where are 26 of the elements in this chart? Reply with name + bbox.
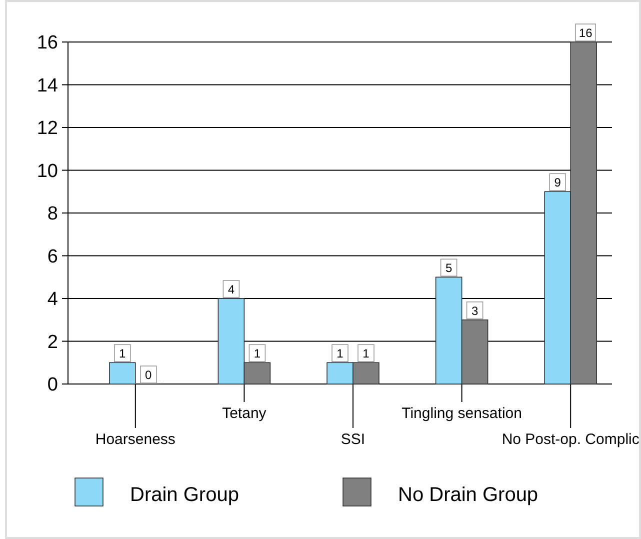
y-tick-label: 16 bbox=[36, 32, 58, 54]
y-tick-label: 4 bbox=[47, 289, 58, 310]
x-tick-label: No Post-op. Complic bbox=[502, 431, 640, 448]
y-tick-label: 8 bbox=[47, 204, 58, 225]
legend-label: No Drain Group bbox=[398, 484, 538, 506]
data-label: 1 bbox=[362, 346, 370, 361]
data-label: 9 bbox=[554, 176, 562, 190]
data-label: 3 bbox=[471, 304, 478, 318]
data-label: 1 bbox=[119, 346, 126, 361]
x-tick-label: Tingling sensation bbox=[402, 405, 522, 422]
y-tick-label: 0 bbox=[47, 374, 58, 396]
y-tick-label: 12 bbox=[36, 118, 58, 140]
data-label: 5 bbox=[445, 261, 452, 276]
y-tick-label: 14 bbox=[36, 75, 58, 96]
x-tick-label: SSI bbox=[340, 431, 366, 448]
y-tick-label: 6 bbox=[47, 246, 58, 268]
data-label: 1 bbox=[254, 346, 261, 361]
y-tick-label: 2 bbox=[47, 332, 58, 353]
data-label: 0 bbox=[145, 368, 152, 382]
legend-label: Drain Group bbox=[130, 484, 239, 506]
data-label: 16 bbox=[578, 26, 593, 40]
x-tick-label: Tetany bbox=[222, 405, 267, 422]
x-tick-label: Hoarseness bbox=[95, 431, 176, 448]
data-label: 1 bbox=[336, 346, 344, 361]
data-label: 4 bbox=[228, 282, 235, 296]
y-tick-label: 10 bbox=[36, 160, 58, 182]
